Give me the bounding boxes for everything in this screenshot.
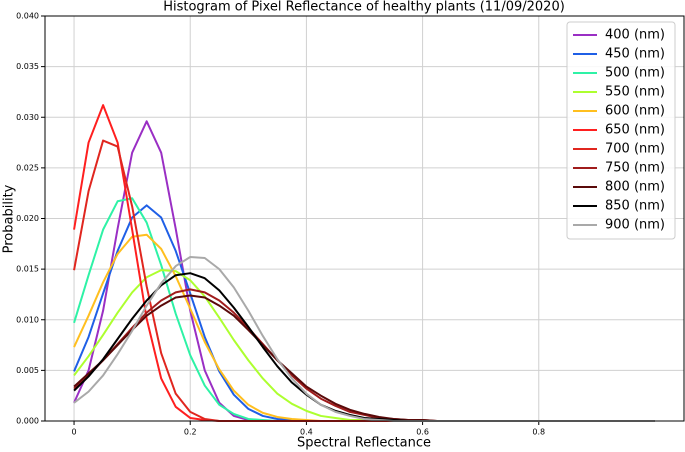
chart-title: Histogram of Pixel Reflectance of health… [163,0,565,15]
legend-label: 600 (nm) [605,104,665,119]
x-axis-label: Spectral Reflectance [297,436,431,451]
legend-label: 900 (nm) [605,218,665,233]
y-tick-label: 0.025 [16,163,39,172]
legend-label: 500 (nm) [605,66,665,81]
legend-box [566,21,676,240]
data-line [73,255,655,422]
y-tick-label: 0.000 [16,417,39,426]
y-tick-label: 0.040 [16,12,39,21]
legend-label: 450 (nm) [605,47,665,62]
y-tick-label: 0.005 [16,366,39,375]
legend-label: 700 (nm) [605,142,665,157]
y-axis-label: Probability [2,184,17,253]
x-tick-label: 0.2 [184,428,197,437]
legend-label: 850 (nm) [605,199,665,214]
y-tick-label: 0.035 [16,62,39,71]
x-tick-label: 0.8 [532,428,545,437]
legend-label: 800 (nm) [605,180,665,195]
legend-label: 400 (nm) [605,28,665,43]
x-tick-label: 0.4 [300,428,313,437]
y-tick-label: 0.015 [16,265,39,274]
y-tick-label: 0.010 [16,315,39,324]
y-tick-label: 0.030 [16,113,39,122]
x-tick-label: 0 [71,428,76,437]
data-line [73,294,655,422]
y-tick-label: 0.020 [16,214,39,223]
legend: 400 (nm) 450 (nm) 500 (nm) 550 (nm) 600 (nm)… [566,21,676,240]
legend-label: 650 (nm) [605,123,665,138]
legend-label: 550 (nm) [605,85,665,100]
x-tick-label: 0.6 [416,428,429,437]
data-line [73,272,655,422]
data-line [73,269,655,422]
plot-frame [44,15,685,422]
legend-label: 750 (nm) [605,161,665,176]
